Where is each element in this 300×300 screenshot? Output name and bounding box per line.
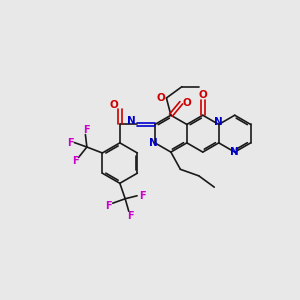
Text: O: O bbox=[182, 98, 191, 108]
Text: N: N bbox=[230, 147, 239, 157]
Text: F: F bbox=[105, 201, 112, 211]
Text: F: F bbox=[139, 191, 146, 201]
Text: N: N bbox=[214, 117, 223, 127]
Text: F: F bbox=[67, 138, 73, 148]
Text: F: F bbox=[72, 156, 79, 166]
Text: N: N bbox=[128, 116, 136, 126]
Text: O: O bbox=[198, 90, 207, 100]
Text: F: F bbox=[127, 211, 134, 221]
Text: O: O bbox=[110, 100, 118, 110]
Text: O: O bbox=[157, 93, 165, 103]
Text: N: N bbox=[149, 138, 158, 148]
Text: F: F bbox=[84, 125, 90, 135]
